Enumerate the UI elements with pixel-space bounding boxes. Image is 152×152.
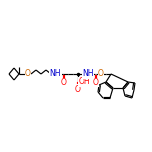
Text: O: O — [75, 85, 81, 93]
Text: NH: NH — [50, 69, 61, 78]
Text: O: O — [25, 69, 31, 78]
Text: O: O — [61, 78, 67, 87]
Text: NH: NH — [82, 69, 94, 78]
Text: OH: OH — [79, 78, 90, 86]
Text: O: O — [93, 78, 99, 87]
Text: O: O — [98, 69, 104, 78]
